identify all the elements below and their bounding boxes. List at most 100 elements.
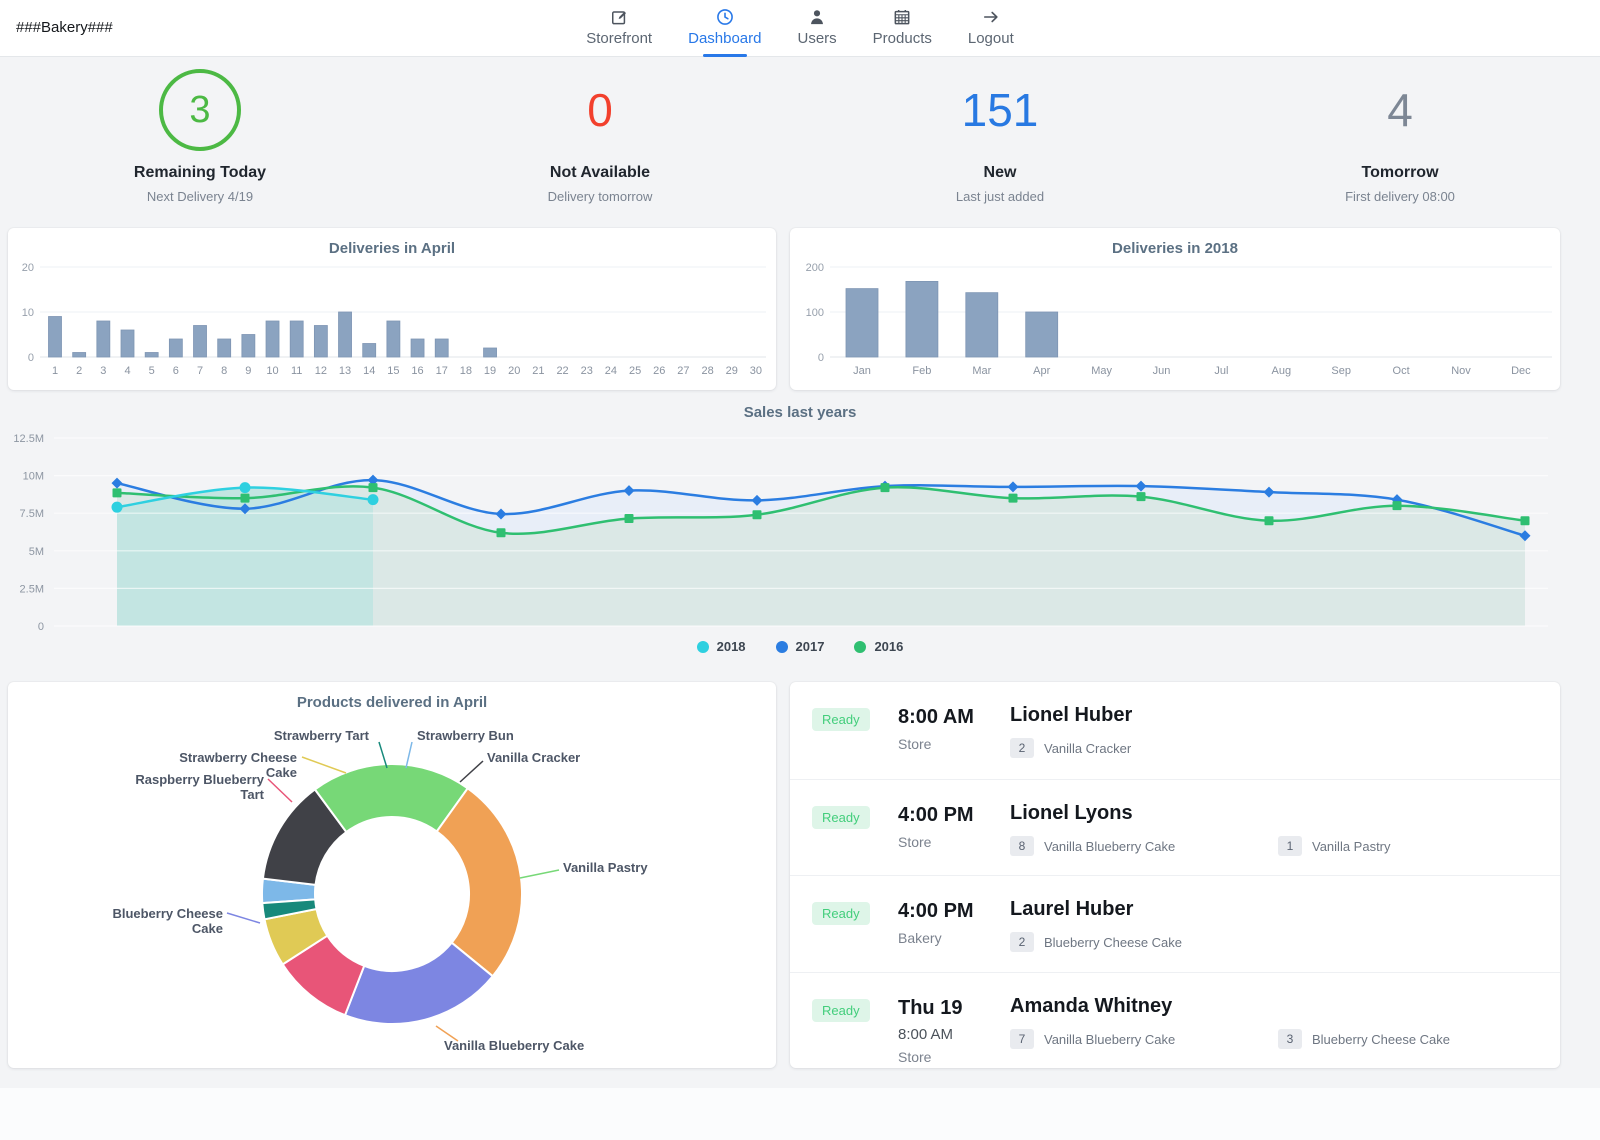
order-item: 8 Vanilla Blueberry Cake	[1010, 836, 1175, 856]
delivery-place: Store	[898, 834, 932, 850]
bar	[217, 338, 232, 358]
order-item: 7 Vanilla Blueberry Cake	[1010, 1029, 1175, 1049]
bar	[386, 320, 401, 358]
marker-2017	[367, 474, 379, 486]
bar	[965, 292, 999, 358]
item-qty-chip: 8	[1010, 836, 1034, 856]
marker-2016	[1136, 492, 1146, 502]
item-qty-chip: 3	[1278, 1029, 1302, 1049]
customer-name: Amanda Whitney	[1010, 995, 1173, 1017]
bar	[338, 311, 352, 358]
x-tick-label: 14	[363, 365, 375, 377]
products-donut-card: Products delivered in April Strawberry B…	[8, 682, 776, 1068]
marker-2016	[1520, 516, 1530, 526]
x-tick-label: 24	[605, 365, 617, 377]
legend-dot	[775, 640, 788, 653]
delivery-row-4[interactable]: Ready Thu 19 8:00 AM Store Amanda Whitney 7 Va…	[790, 972, 1560, 1068]
item-label: Blueberry Cheese Cake	[1312, 1031, 1451, 1047]
delivery-row-2[interactable]: Ready 4:00 PM Store Lionel Lyons 8 Vanilla Bl…	[790, 779, 1560, 876]
bar	[313, 325, 328, 358]
stat-tile-tomorrow: 4 Tomorrow First delivery 08:00	[1200, 56, 1600, 224]
stats-row: 3 Remaining Today Next Delivery 4/19 0 Not A…	[0, 56, 1600, 224]
leader-line	[435, 1025, 459, 1042]
bar	[72, 352, 87, 358]
x-tick-label: 1	[52, 365, 58, 377]
delivery-time: Thu 19	[898, 997, 963, 1019]
nav-item-logout[interactable]: Logout	[968, 0, 1014, 56]
bar	[193, 325, 207, 358]
nav-item-dashboard[interactable]: Dashboard	[688, 0, 762, 57]
donut-label-vanilla-blueberry-cake: Vanilla Blueberry Cake	[444, 1038, 585, 1053]
bottom-strip	[0, 1088, 1600, 1140]
arrow-right-icon	[981, 7, 1001, 27]
y-tick-label: 12.5M	[13, 433, 44, 445]
leader-line	[267, 778, 293, 803]
x-tick-label: 18	[460, 365, 472, 377]
y-tick-label: 7.5M	[20, 508, 44, 520]
area-2018	[117, 487, 373, 626]
x-tick-label: Aug	[1272, 365, 1292, 377]
calendar-icon	[892, 7, 912, 27]
stat-subtext: First delivery 08:00	[1345, 189, 1455, 204]
status-badge: Ready	[812, 902, 870, 925]
stat-circle: 3	[159, 69, 241, 151]
donut-label-blueberry-cheese-cake: Blueberry Cheese Cake	[112, 906, 223, 936]
nav-item-label: Products	[872, 30, 932, 47]
deliveries-2018-chart: 200 100 0 Jan Feb Mar Apr May Jun Jul Aug Sep Oct Nov…	[806, 262, 1552, 377]
sales-last-years-chart: 0 2.5M 5M 7.5M 10M 12.5M	[13, 433, 1548, 633]
x-tick-label: 4	[124, 365, 130, 377]
status-badge: Ready	[812, 708, 870, 731]
customer-name: Lionel Lyons	[1010, 802, 1133, 824]
item-qty-chip: 2	[1010, 738, 1034, 758]
stat-value: 0	[587, 84, 613, 136]
marker-2016	[752, 510, 762, 520]
status-badge: Ready	[812, 999, 870, 1022]
item-label: Vanilla Blueberry Cake	[1044, 838, 1176, 854]
x-tick-label: 21	[532, 365, 544, 377]
x-tick-label: 5	[149, 365, 155, 377]
marker-2016	[1392, 501, 1402, 511]
nav-item-products[interactable]: Products	[873, 0, 932, 56]
x-tick-label: Jan	[853, 365, 871, 377]
x-tick-label: 12	[315, 365, 327, 377]
x-tick-label: 8	[221, 365, 227, 377]
x-tick-label: 7	[197, 365, 203, 377]
legend-item-2017[interactable]: 2017	[775, 639, 825, 654]
brand-logo[interactable]: ###Bakery###	[16, 19, 113, 36]
x-tick-label: 26	[653, 365, 665, 377]
legend-label: 2017	[795, 639, 825, 654]
x-tick-label: 28	[701, 365, 713, 377]
bar	[241, 334, 256, 358]
stat-subtext: Delivery tomorrow	[547, 189, 653, 204]
deliveries-2018-card: Deliveries in 2018 200 100 0 Jan Feb Mar Apr Ma…	[790, 228, 1560, 390]
line-2016	[115, 485, 1527, 535]
x-tick-label: 27	[677, 365, 689, 377]
stat-value: 4	[1387, 84, 1413, 136]
sales-chart-legend: 2018 2017 2016	[0, 639, 1600, 654]
nav-item-storefront[interactable]: Storefront	[586, 0, 652, 56]
marker-2016	[1008, 493, 1018, 503]
stat-label: New	[983, 164, 1017, 181]
leader-line	[459, 760, 484, 783]
compose-icon	[609, 7, 629, 27]
marker-2017	[751, 494, 763, 506]
x-tick-label: 9	[245, 365, 251, 377]
legend-item-2016[interactable]: 2016	[854, 639, 903, 654]
legend-item-2018[interactable]: 2018	[696, 639, 746, 654]
item-label: Vanilla Cracker	[1044, 740, 1132, 756]
stat-value-wrap: 0	[587, 60, 613, 160]
marker-2018	[239, 482, 251, 494]
legend-dot	[696, 640, 709, 653]
order-item: 2 Vanilla Cracker	[1010, 738, 1131, 758]
item-qty-chip: 2	[1010, 932, 1034, 952]
stat-value: 3	[189, 88, 211, 131]
delivery-place: Bakery	[898, 930, 942, 946]
nav-item-users[interactable]: Users	[798, 0, 837, 56]
x-tick-label: Sep	[1331, 365, 1351, 377]
delivery-row-3[interactable]: Ready 4:00 PM Bakery Laurel Huber 2 Blueberry…	[790, 875, 1560, 972]
clock-icon	[715, 7, 735, 27]
marker-2016	[240, 493, 250, 503]
bar	[905, 280, 939, 358]
delivery-row-1[interactable]: Ready 8:00 AM Store Lionel Huber 2 Vanilla Cr…	[790, 682, 1560, 778]
legend-label: 2018	[716, 639, 746, 654]
